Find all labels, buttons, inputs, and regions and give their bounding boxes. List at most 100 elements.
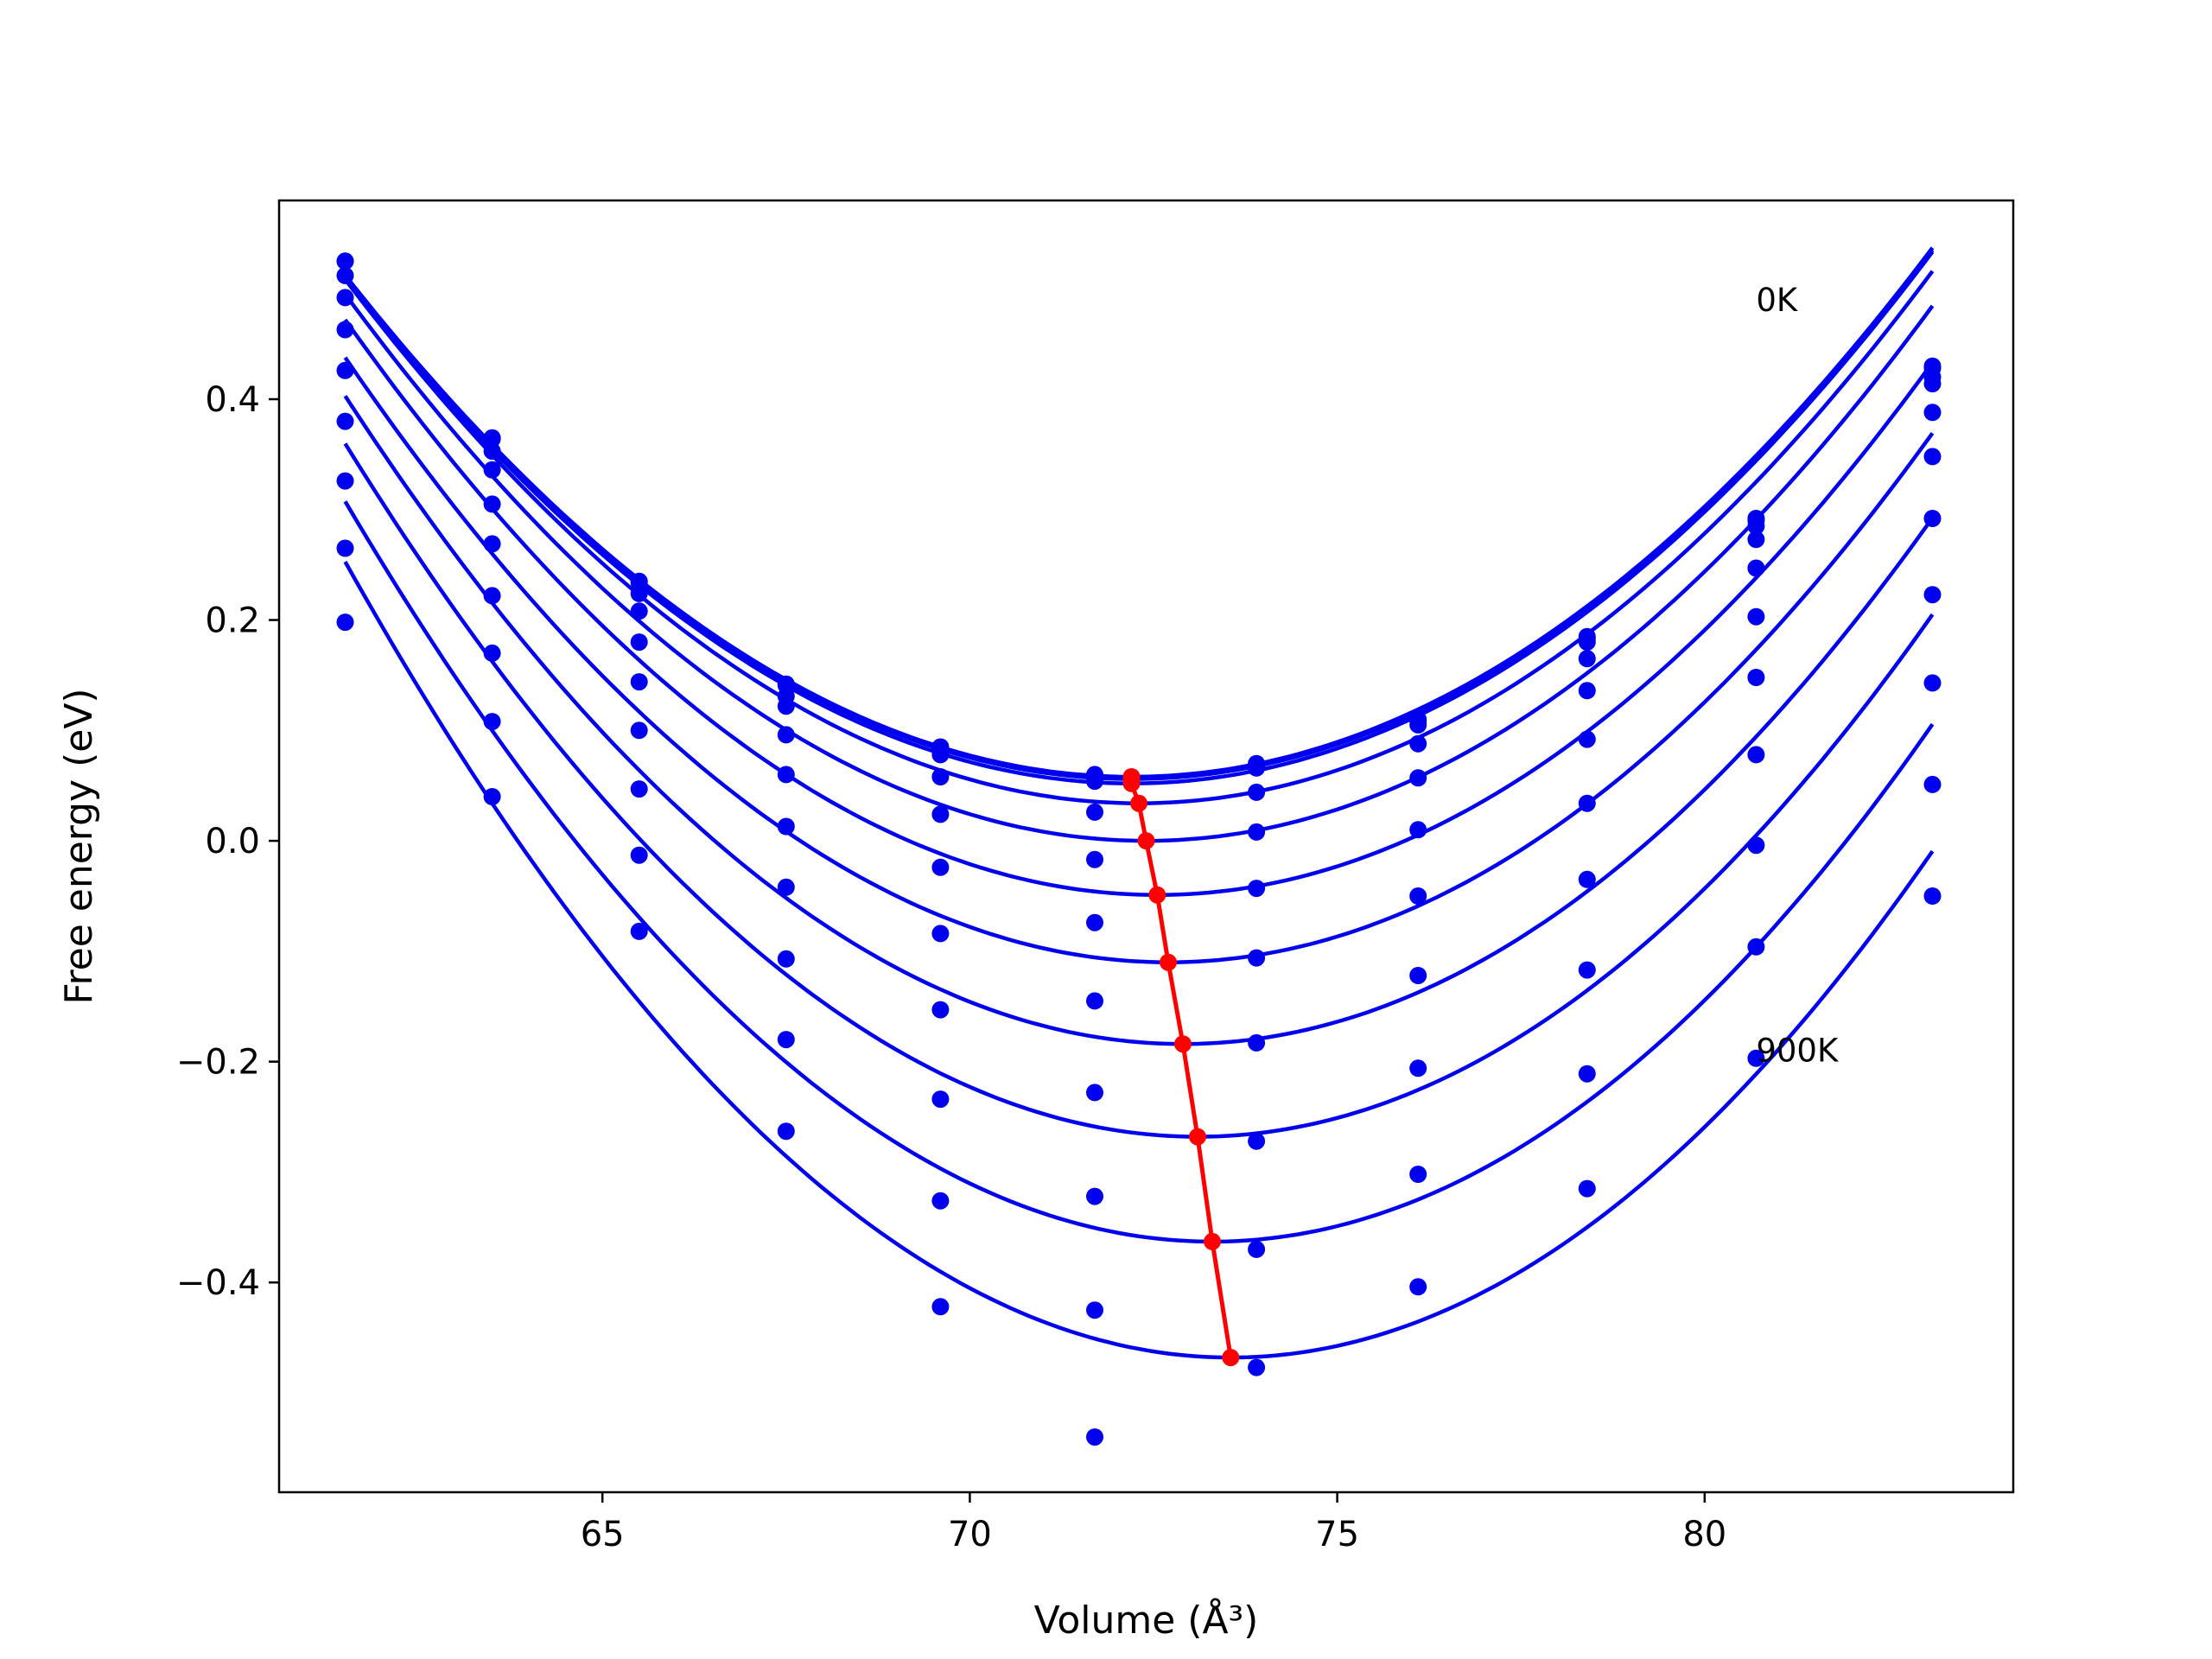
data-point <box>1578 870 1596 888</box>
data-point <box>1248 1358 1266 1376</box>
data-point <box>1409 967 1427 984</box>
minimum-point <box>1222 1349 1240 1367</box>
data-point <box>1409 715 1427 734</box>
data-point <box>1923 674 1942 692</box>
data-point <box>777 726 795 744</box>
data-point <box>1248 823 1266 841</box>
data-point <box>1086 850 1103 868</box>
data-point <box>1578 633 1596 652</box>
data-point <box>336 289 354 307</box>
data-point <box>1747 669 1765 686</box>
data-point <box>1923 375 1942 393</box>
data-point <box>1578 1179 1596 1198</box>
data-point <box>336 321 354 339</box>
fit-curve-8 <box>343 442 1935 1139</box>
y-tick-label: 0.0 <box>205 822 260 861</box>
data-point <box>336 613 354 632</box>
fit-curve-10 <box>343 560 1935 1360</box>
data-point <box>630 673 648 691</box>
y-axis-ticks: −0.4 −0.2 0.0 0.2 0.4 <box>176 380 279 1303</box>
data-point <box>483 713 501 731</box>
data-point <box>1248 759 1266 777</box>
fit-curve-5 <box>343 318 1935 897</box>
data-point <box>630 780 648 798</box>
y-tick-label: −0.2 <box>176 1043 260 1083</box>
fit-curve-9 <box>343 500 1935 1244</box>
data-point <box>1248 1033 1266 1052</box>
data-point <box>630 584 648 602</box>
data-point <box>931 768 950 785</box>
data-point <box>1086 1187 1103 1205</box>
data-point <box>1923 775 1942 793</box>
data-point <box>777 878 795 896</box>
plot-frame <box>277 199 2015 1494</box>
data-point <box>777 766 795 784</box>
data-point <box>1409 734 1427 753</box>
data-point <box>931 1192 950 1210</box>
minimum-point <box>1148 886 1166 904</box>
data-point <box>1409 1278 1427 1296</box>
data-point <box>1747 607 1765 626</box>
data-point <box>1409 821 1427 839</box>
minimum-point <box>1204 1232 1221 1250</box>
data-point <box>336 252 354 270</box>
data-point <box>1248 783 1266 801</box>
data-point <box>1923 448 1942 466</box>
data-point <box>931 1090 950 1109</box>
data-point <box>630 633 648 652</box>
x-tick-label: 80 <box>1682 1515 1726 1554</box>
data-point <box>483 495 501 513</box>
x-axis-label: Volume (Å³) <box>1034 1597 1259 1643</box>
data-point <box>777 817 795 836</box>
data-point <box>1923 404 1942 422</box>
data-point <box>1578 650 1596 668</box>
x-tick-label: 70 <box>948 1515 992 1554</box>
data-point <box>336 361 354 379</box>
data-point <box>1578 682 1596 700</box>
minimum-path <box>1122 768 1240 1367</box>
data-point <box>1747 517 1765 535</box>
data-point <box>483 644 501 662</box>
data-point <box>1409 887 1427 905</box>
y-tick-label: 0.4 <box>205 380 260 420</box>
x-tick-label: 65 <box>581 1515 625 1554</box>
data-point <box>483 461 501 479</box>
minimum-point <box>1160 953 1177 971</box>
minimum-point <box>1174 1035 1192 1053</box>
data-point <box>1409 1059 1427 1077</box>
data-point <box>630 922 648 940</box>
data-point <box>931 1001 950 1019</box>
x-tick-label: 75 <box>1315 1515 1359 1554</box>
data-point <box>931 1298 950 1316</box>
data-point <box>336 266 354 284</box>
data-point <box>1923 887 1942 905</box>
data-point <box>1578 961 1596 979</box>
data-point <box>931 805 950 823</box>
data-point <box>1747 836 1765 855</box>
data-point <box>777 1122 795 1141</box>
data-point <box>1086 1084 1103 1102</box>
data-point <box>1578 730 1596 748</box>
data-point <box>336 412 354 430</box>
fit-curve-6 <box>343 356 1935 964</box>
data-point <box>1747 938 1765 956</box>
data-point <box>483 430 501 448</box>
minimum-point <box>1189 1128 1206 1146</box>
data-point <box>1248 880 1266 898</box>
data-point <box>931 746 950 764</box>
minimum-point <box>1122 774 1141 792</box>
y-axis-label: Free energy (eV) <box>57 688 101 1004</box>
x-axis-ticks: 65 70 75 80 <box>581 1492 1726 1554</box>
data-point <box>483 442 501 461</box>
data-point <box>1248 949 1266 967</box>
annotation-label: 900K <box>1756 1033 1840 1070</box>
data-point <box>1578 794 1596 812</box>
data-point <box>483 587 501 605</box>
data-point <box>1086 992 1103 1010</box>
annotations: 0K 900K <box>1756 282 1840 1070</box>
minimum-point <box>1137 832 1155 850</box>
data-point <box>1086 1301 1103 1319</box>
data-point <box>931 925 950 943</box>
